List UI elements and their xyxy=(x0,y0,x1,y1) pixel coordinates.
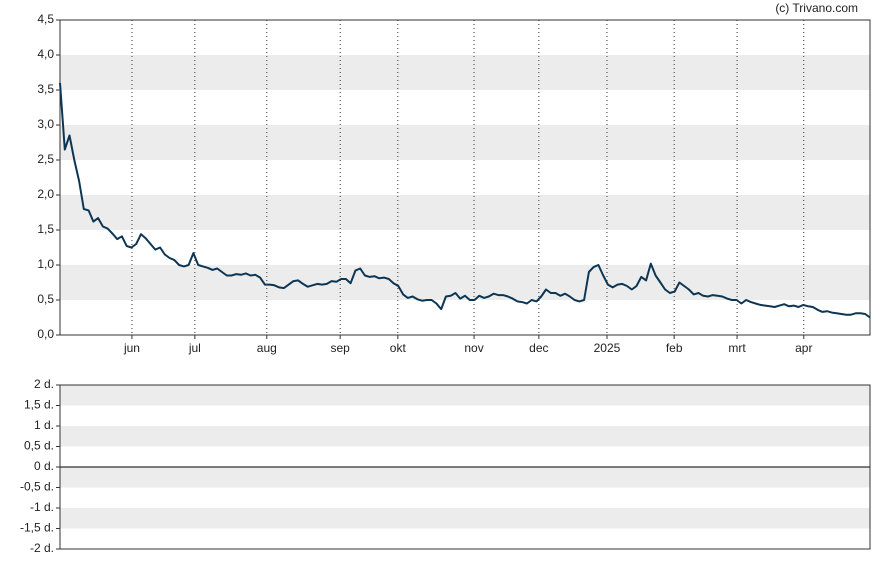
grid-band xyxy=(60,125,870,160)
plot-frame xyxy=(59,19,871,336)
y-tick-label: 3,5 xyxy=(37,82,54,96)
y-tick-label: 2,0 xyxy=(37,187,54,201)
y-tick-label: 1,0 xyxy=(37,257,54,271)
x-tick-label: okt xyxy=(390,341,407,355)
x-tick-label: jun xyxy=(123,341,140,355)
x-tick-label: feb xyxy=(666,341,683,355)
x-tick-label: sep xyxy=(330,341,350,355)
y-tick-label: -2 d. xyxy=(30,541,54,555)
x-tick-label: dec xyxy=(529,341,548,355)
y-tick-label: 0 d. xyxy=(34,459,54,473)
x-tick-label: aug xyxy=(257,341,277,355)
grid-band xyxy=(60,265,870,300)
x-tick-label: mrt xyxy=(728,341,746,355)
y-tick-label: 4,0 xyxy=(37,47,54,61)
source-label: (c) Trivano.com xyxy=(775,1,858,15)
x-tick-label: 2025 xyxy=(594,341,621,355)
grid-band xyxy=(60,385,870,406)
y-tick-label: -1 d. xyxy=(30,500,54,514)
y-tick-label: 2 d. xyxy=(34,377,54,391)
grid-band xyxy=(60,426,870,447)
plot-frame xyxy=(59,384,871,550)
y-tick-label: 0,5 d. xyxy=(24,439,54,453)
y-tick-label: 1,5 d. xyxy=(24,398,54,412)
y-tick-label: 1,5 xyxy=(37,222,54,236)
y-tick-label: 2,5 xyxy=(37,152,54,166)
grid-band xyxy=(60,195,870,230)
grid-band xyxy=(60,55,870,90)
x-tick-label: jul xyxy=(188,341,201,355)
y-tick-label: 0,0 xyxy=(37,327,54,341)
x-tick-label: apr xyxy=(795,341,812,355)
y-tick-label: 3,0 xyxy=(37,117,54,131)
price-line xyxy=(59,82,871,319)
y-tick-label: -1,5 d. xyxy=(20,521,54,535)
grid-band xyxy=(60,508,870,529)
x-tick-label: nov xyxy=(464,341,483,355)
grid-band xyxy=(60,467,870,488)
y-tick-label: -0,5 d. xyxy=(20,480,54,494)
y-tick-label: 1 d. xyxy=(34,418,54,432)
y-tick-label: 4,5 xyxy=(37,12,54,26)
y-tick-label: 0,5 xyxy=(37,292,54,306)
